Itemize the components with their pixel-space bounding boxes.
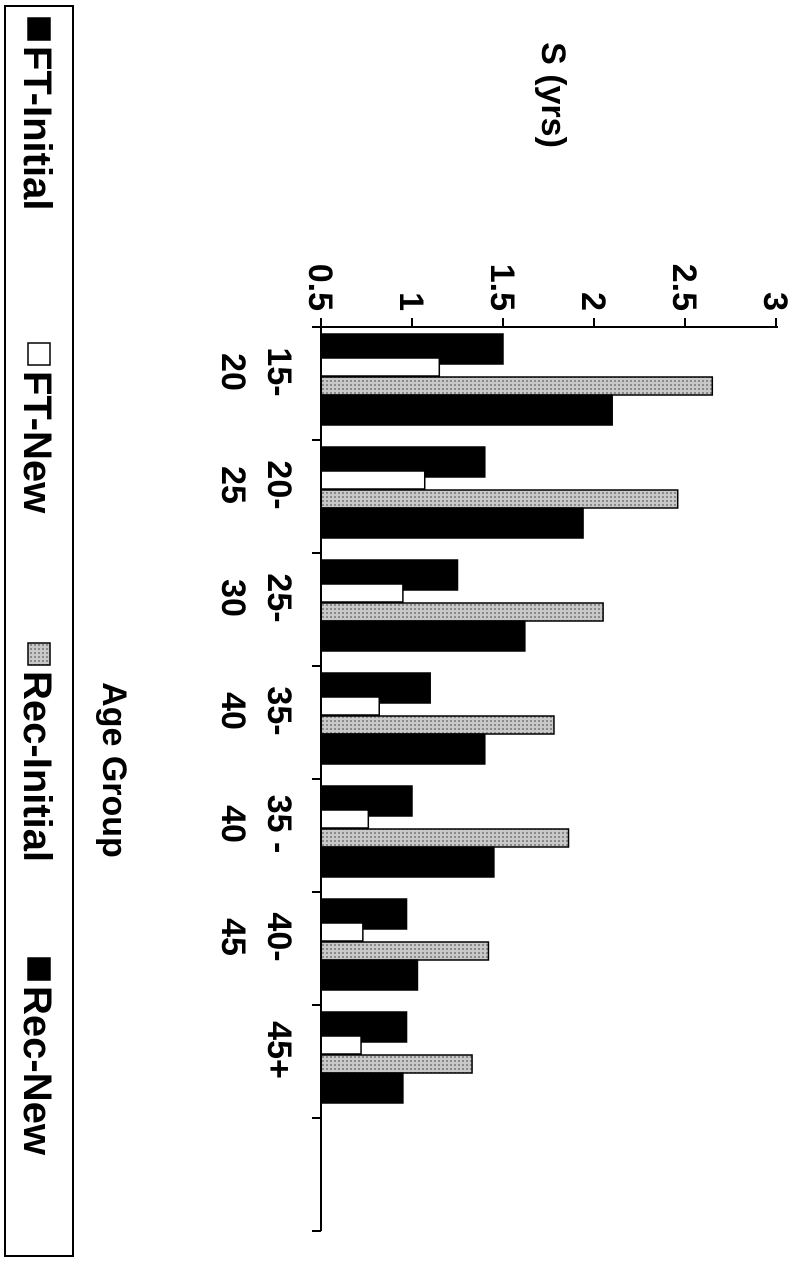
bar-rec-initial — [320, 376, 714, 396]
bar-rec-initial — [320, 715, 555, 735]
legend-label-rec-new: Rec-New — [15, 986, 59, 1156]
bar-rec-initial — [320, 828, 570, 848]
bar-rec-initial — [320, 941, 490, 961]
bar-rec-new — [320, 846, 495, 878]
y-tick-label: 2.5 — [665, 264, 703, 311]
x-tick-label: 25 — [214, 466, 252, 504]
bar-ft-new — [320, 357, 441, 377]
x-tick-label: 40 — [214, 692, 252, 730]
y-tick-label: 1.5 — [483, 264, 521, 311]
legend-label-ft-new: FT-New — [15, 371, 59, 514]
bar-rec-new — [320, 507, 584, 539]
bar-ft-new — [320, 696, 380, 716]
bar-rec-new — [320, 394, 613, 426]
bar-ft-new — [320, 922, 364, 942]
x-tick-label: 20 — [214, 353, 252, 391]
bar-rec-initial — [320, 489, 679, 509]
x-tick-label: 45 — [214, 918, 252, 956]
bar-ft-new — [320, 583, 404, 603]
x-tick-label: 25- — [260, 573, 298, 622]
x-axis-title: Age Group — [95, 682, 133, 858]
plot-area — [320, 333, 714, 1104]
bar-rec-new — [320, 959, 419, 991]
x-tick-label: 45+ — [260, 1021, 298, 1079]
y-tick-label: 1 — [392, 292, 430, 311]
x-axis-ticks — [312, 326, 321, 1232]
y-axis-title: S (yrs) — [534, 42, 572, 148]
x-tick-label: 35- — [260, 686, 298, 735]
bar-ft-new — [320, 809, 370, 829]
legend-swatch-ft-initial — [27, 17, 51, 41]
x-tick-label: 15- — [260, 347, 298, 396]
x-tick-label: 40 — [214, 805, 252, 843]
legend-box — [4, 5, 74, 1257]
legend-swatch-rec-new — [27, 957, 51, 981]
bar-rec-new — [320, 1072, 404, 1104]
bar-ft-new — [320, 1035, 362, 1055]
y-tick-label: 2 — [574, 292, 612, 311]
y-axis-ticks: 0.5 1 1.5 2 2.5 3 — [301, 264, 794, 327]
y-tick-label: 3 — [756, 292, 794, 311]
legend-label-ft-initial: FT-Initial — [15, 46, 59, 210]
y-tick-label: 0.5 — [301, 264, 339, 311]
bar-rec-new — [320, 733, 486, 765]
legend-swatch-ft-new — [27, 342, 51, 366]
x-tick-label: 20- — [260, 460, 298, 509]
bar-rec-initial — [320, 1054, 473, 1074]
bar-rec-initial — [320, 602, 604, 622]
x-tick-label: 30 — [214, 579, 252, 617]
legend-label-rec-initial: Rec-Initial — [15, 671, 59, 862]
x-tick-label: 35 - — [260, 795, 298, 854]
legend: FT-Initial FT-New Rec-Initial Rec-New — [4, 5, 74, 1257]
x-tick-label: 40- — [260, 912, 298, 961]
bar-rec-new — [320, 620, 526, 652]
legend-swatch-rec-initial — [27, 642, 51, 666]
bar-ft-new — [320, 470, 426, 490]
